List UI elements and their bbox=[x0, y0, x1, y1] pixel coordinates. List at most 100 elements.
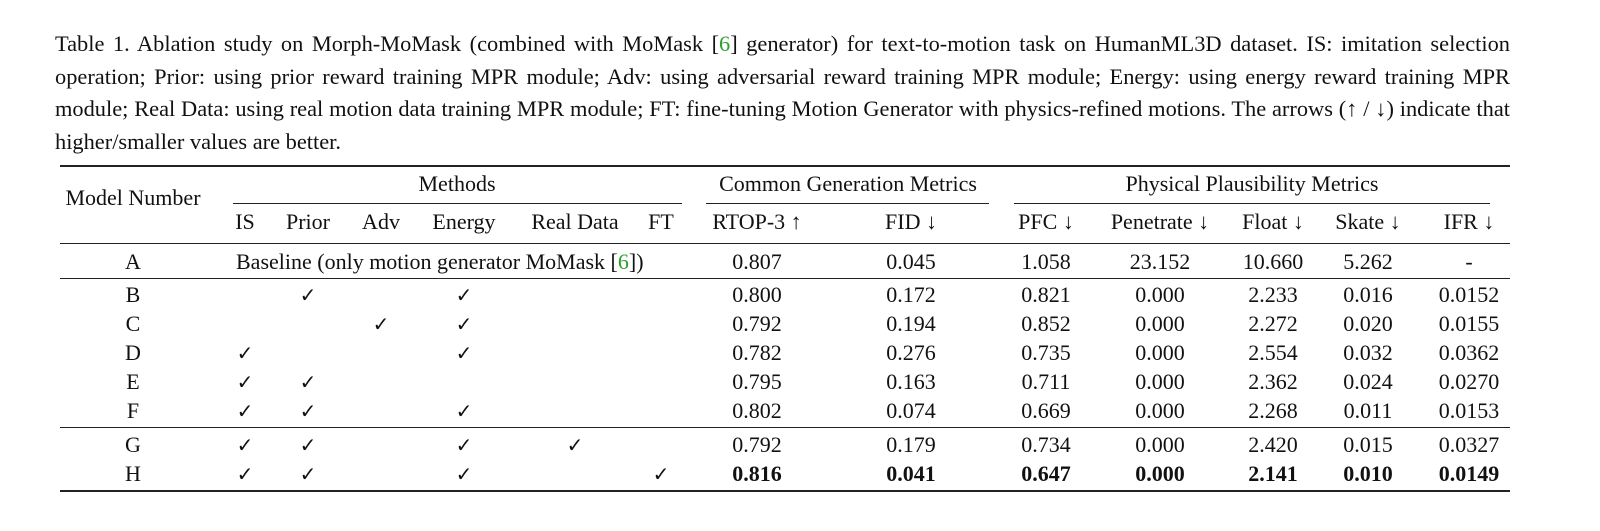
pfc-column-header: PFC ↓ bbox=[1018, 209, 1074, 234]
ifr-value: 0.0152 bbox=[1438, 282, 1500, 307]
baseline-citation-link[interactable]: 6 bbox=[617, 249, 629, 274]
float-value: 2.362 bbox=[1248, 369, 1298, 394]
model-label: E bbox=[126, 369, 140, 394]
common-metrics-group-rule bbox=[706, 203, 989, 204]
float-value: 2.554 bbox=[1248, 340, 1298, 365]
adv-checkmark: ✓ bbox=[372, 312, 390, 336]
baseline-penetrate-value: 23.152 bbox=[1129, 249, 1191, 274]
caption-text-end: ] generator) for text-to-motion task on … bbox=[55, 31, 1510, 154]
prior-checkmark: ✓ bbox=[299, 433, 317, 457]
rtop3-value: 0.792 bbox=[732, 432, 782, 457]
energy-checkmark: ✓ bbox=[455, 433, 473, 457]
model-label: H bbox=[125, 461, 141, 486]
skate-value: 0.016 bbox=[1343, 282, 1393, 307]
ifr-value: 0.0362 bbox=[1438, 340, 1500, 365]
penetrate-value: 0.000 bbox=[1135, 340, 1185, 365]
ft-checkmark: ✓ bbox=[652, 462, 670, 486]
pfc-value: 0.821 bbox=[1021, 282, 1071, 307]
ifr-value: 0.0155 bbox=[1438, 311, 1500, 336]
ablation-group-rule bbox=[60, 427, 1510, 428]
fid-column-header: FID ↓ bbox=[885, 209, 937, 234]
baseline-rtop3-value: 0.807 bbox=[732, 249, 782, 274]
energy-checkmark: ✓ bbox=[455, 462, 473, 486]
is-checkmark: ✓ bbox=[236, 433, 254, 457]
physical-metrics-group-header: Physical Plausibility Metrics bbox=[1125, 171, 1379, 196]
common-metrics-group-header: Common Generation Metrics bbox=[719, 171, 977, 196]
energy-checkmark: ✓ bbox=[455, 312, 473, 336]
skate-column-header: Skate ↓ bbox=[1335, 209, 1401, 234]
ifr-value: 0.0153 bbox=[1438, 398, 1500, 423]
float-value: 2.141 bbox=[1248, 461, 1298, 486]
energy-checkmark: ✓ bbox=[455, 283, 473, 307]
fid-value: 0.276 bbox=[886, 340, 936, 365]
pfc-value: 0.735 bbox=[1021, 340, 1071, 365]
table-caption: Table 1. Ablation study on Morph-MoMask … bbox=[55, 28, 1510, 158]
skate-value: 0.015 bbox=[1343, 432, 1393, 457]
rtop3-value: 0.795 bbox=[732, 369, 782, 394]
skate-value: 0.010 bbox=[1343, 461, 1393, 486]
penetrate-value: 0.000 bbox=[1135, 369, 1185, 394]
real-data-column-header: Real Data bbox=[531, 209, 619, 234]
rtop3-value: 0.802 bbox=[732, 398, 782, 423]
rtop3-value: 0.792 bbox=[732, 311, 782, 336]
skate-value: 0.032 bbox=[1343, 340, 1393, 365]
float-value: 2.272 bbox=[1248, 311, 1298, 336]
fid-value: 0.194 bbox=[886, 311, 936, 336]
penetrate-value: 0.000 bbox=[1135, 282, 1185, 307]
caption-text-start: Table 1. Ablation study on Morph-MoMask … bbox=[55, 31, 720, 56]
is-checkmark: ✓ bbox=[236, 370, 254, 394]
prior-checkmark: ✓ bbox=[299, 370, 317, 394]
ifr-value: 0.0149 bbox=[1438, 461, 1500, 486]
model-label: F bbox=[126, 398, 140, 423]
skate-value: 0.011 bbox=[1343, 398, 1393, 423]
pfc-value: 0.647 bbox=[1021, 461, 1071, 486]
ifr-column-header: IFR ↓ bbox=[1443, 209, 1495, 234]
rtop3-value: 0.800 bbox=[732, 282, 782, 307]
baseline-skate-value: 5.262 bbox=[1343, 249, 1393, 274]
prior-checkmark: ✓ bbox=[299, 283, 317, 307]
penetrate-value: 0.000 bbox=[1135, 432, 1185, 457]
table-bottom-rule bbox=[60, 490, 1510, 492]
penetrate-value: 0.000 bbox=[1135, 311, 1185, 336]
physical-metrics-group-rule bbox=[1014, 203, 1490, 204]
methods-group-header: Methods bbox=[418, 171, 496, 196]
penetrate-value: 0.000 bbox=[1135, 461, 1185, 486]
is-checkmark: ✓ bbox=[236, 341, 254, 365]
ifr-value: 0.0270 bbox=[1438, 369, 1500, 394]
model-label: B bbox=[125, 282, 141, 307]
baseline-float-value: 10.660 bbox=[1242, 249, 1304, 274]
baseline-model-label: A bbox=[125, 249, 141, 274]
float-value: 2.268 bbox=[1248, 398, 1298, 423]
pfc-value: 0.711 bbox=[1021, 369, 1071, 394]
baseline-text-post: ]) bbox=[628, 249, 644, 274]
pfc-value: 0.669 bbox=[1021, 398, 1071, 423]
model-label: G bbox=[125, 432, 141, 457]
baseline-ifr-value: - bbox=[1465, 249, 1473, 274]
model-number-header: Model Number bbox=[65, 185, 201, 210]
fid-value: 0.074 bbox=[886, 398, 936, 423]
fid-value: 0.179 bbox=[886, 432, 936, 457]
is-column-header: IS bbox=[235, 209, 255, 234]
is-checkmark: ✓ bbox=[236, 462, 254, 486]
rtop3-value: 0.782 bbox=[732, 340, 782, 365]
energy-checkmark: ✓ bbox=[455, 341, 473, 365]
pfc-value: 0.734 bbox=[1021, 432, 1071, 457]
penetrate-value: 0.000 bbox=[1135, 398, 1185, 423]
baseline-fid-value: 0.045 bbox=[886, 249, 936, 274]
fid-value: 0.172 bbox=[886, 282, 936, 307]
skate-value: 0.024 bbox=[1343, 369, 1393, 394]
baseline-pfc-value: 1.058 bbox=[1021, 249, 1071, 274]
table-top-rule bbox=[60, 165, 1510, 167]
ifr-value: 0.0327 bbox=[1438, 432, 1500, 457]
adv-column-header: Adv bbox=[362, 209, 400, 234]
caption-citation-link[interactable]: 6 bbox=[719, 31, 731, 56]
is-checkmark: ✓ bbox=[236, 399, 254, 423]
energy-checkmark: ✓ bbox=[455, 399, 473, 423]
prior-checkmark: ✓ bbox=[299, 462, 317, 486]
skate-value: 0.020 bbox=[1343, 311, 1393, 336]
energy-column-header: Energy bbox=[432, 209, 496, 234]
baseline-description: Baseline (only motion generator MoMask [… bbox=[236, 249, 644, 275]
penetrate-column-header: Penetrate ↓ bbox=[1110, 209, 1210, 234]
model-label: D bbox=[125, 340, 141, 365]
ft-column-header: FT bbox=[648, 209, 674, 234]
